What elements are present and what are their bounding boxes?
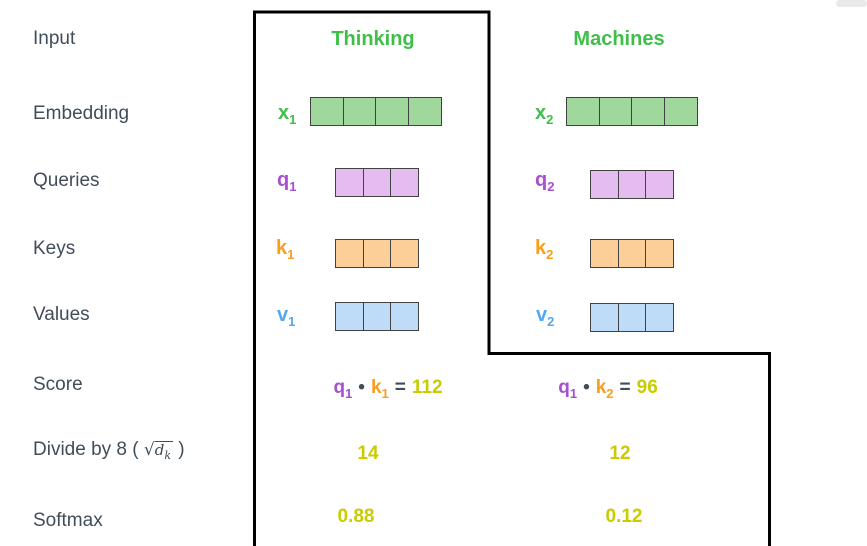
vector-label-k1: k1 (276, 237, 295, 262)
vector-cell (566, 97, 600, 126)
divide-value-machines: 12 (609, 443, 631, 464)
score-expression-machines: q1 • k2 = 96 (500, 377, 716, 401)
vector-cell (335, 239, 364, 268)
score-q1: q1 (558, 377, 578, 401)
vector-cell (590, 303, 619, 332)
row-label-embedding: Embedding (33, 103, 130, 124)
row-label-divide: Divide by 8 ( √dk ) (33, 439, 185, 462)
divide-label-post: ) (178, 439, 185, 460)
row-label-score: Score (33, 374, 83, 395)
softmax-value-machines: 0.12 (605, 506, 643, 527)
row-label-queries: Queries (33, 170, 100, 191)
vector-cell (645, 303, 674, 332)
equals-sign: = (619, 377, 631, 398)
divide-label-pre: Divide by 8 ( (33, 439, 139, 460)
score-k2: k2 (595, 377, 614, 401)
vector-cell (335, 168, 364, 197)
vector-cell (598, 97, 633, 126)
vector-cell (617, 239, 647, 268)
sqrt-radicand: dk (154, 441, 174, 462)
vector-cell (375, 97, 409, 126)
vector-cell (645, 239, 674, 268)
vector-label-x1: x1 (278, 102, 297, 127)
horizontal-scrollbar-fragment[interactable] (836, 0, 867, 7)
vector-label-q1: q1 (277, 169, 297, 194)
vector-cell (390, 239, 419, 268)
score-value-machines: 96 (636, 377, 658, 398)
vector-cell (590, 239, 619, 268)
dot-operator: • (358, 377, 365, 398)
vector-cell (631, 97, 665, 126)
vector-v1 (335, 302, 419, 331)
row-label-softmax: Softmax (33, 510, 103, 531)
vector-cell (390, 168, 419, 197)
vector-q1 (335, 168, 419, 197)
vector-cell (590, 170, 619, 199)
vector-cell (617, 170, 647, 199)
vector-cell (663, 97, 698, 126)
row-label-keys: Keys (33, 238, 76, 259)
vector-cell (362, 239, 392, 268)
vector-label-v1: v1 (277, 304, 296, 329)
vector-x2 (566, 97, 698, 126)
score-expression-thinking: q1 • k1 = 112 (280, 377, 496, 401)
divide-value-thinking: 14 (357, 443, 379, 464)
vector-x1 (310, 97, 442, 126)
vector-cell (362, 168, 392, 197)
dot-operator: • (583, 377, 590, 398)
vector-cell (362, 302, 392, 331)
vector-cell (645, 170, 674, 199)
vector-v2 (590, 303, 674, 332)
word-header-machines: Machines (573, 28, 665, 50)
vector-k2 (590, 239, 674, 268)
vector-label-q2: q2 (535, 169, 555, 194)
vector-label-k2: k2 (535, 237, 554, 262)
vector-cell (407, 97, 442, 126)
vector-q2 (590, 170, 674, 199)
softmax-value-thinking: 0.88 (337, 506, 375, 527)
vector-label-v2: v2 (536, 304, 555, 329)
score-q1: q1 (333, 377, 353, 401)
sqrt-symbol: √ (143, 440, 155, 460)
vector-cell (342, 97, 377, 126)
word-header-thinking: Thinking (331, 28, 415, 50)
vector-k1 (335, 239, 419, 268)
vector-cell (390, 302, 419, 331)
equals-sign: = (394, 377, 406, 398)
score-value-thinking: 112 (411, 377, 443, 398)
row-label-input: Input (33, 28, 76, 49)
vector-cell (310, 97, 344, 126)
vector-cell (335, 302, 364, 331)
score-k1: k1 (370, 377, 389, 401)
vector-cell (617, 303, 647, 332)
vector-label-x2: x2 (535, 102, 554, 127)
row-label-values: Values (33, 304, 90, 325)
